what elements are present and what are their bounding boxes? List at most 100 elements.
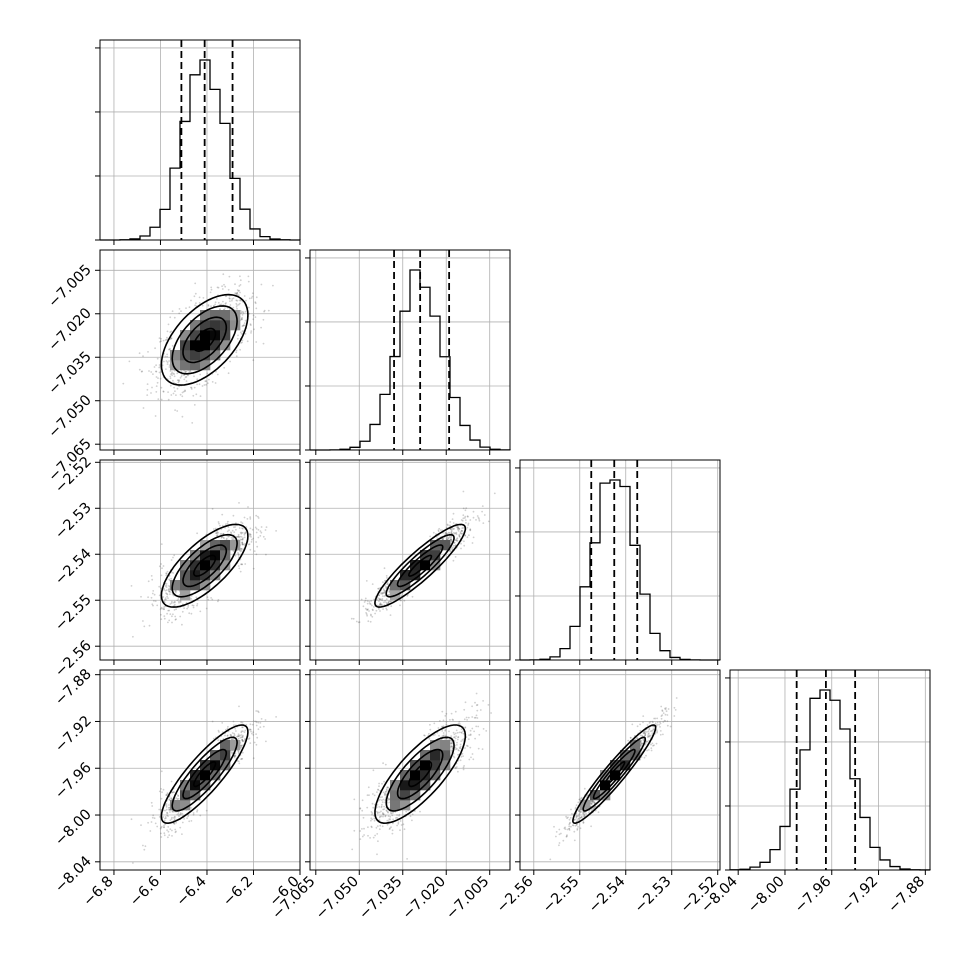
scatter-point [364,599,367,602]
y-tick-label: −7.050 [46,392,95,441]
scatter-point [388,818,391,820]
scatter-point [205,607,208,610]
density-cell [190,360,201,371]
scatter-point [231,538,234,540]
scatter-point [478,519,481,522]
scatter-point [241,538,244,541]
scatter-point [359,838,362,840]
scatter-point [564,828,567,830]
scatter-point [464,515,467,518]
scatter-point [238,285,241,287]
scatter-point [216,534,219,536]
scatter-point [168,578,171,581]
scatter-point [653,717,655,720]
scatter-point [257,517,260,519]
scatter-point [469,529,472,532]
scatter-point [476,709,479,712]
scatter-point [227,526,230,528]
scatter-point [130,585,133,587]
scatter-point [217,531,220,534]
scatter-point [249,518,252,520]
scatter-point [227,372,230,375]
scatter-point [558,833,561,836]
scatter-point [154,415,157,417]
scatter-point [233,755,236,758]
scatter-point [241,739,244,742]
scatter-point [242,726,244,729]
scatter-point [457,770,459,773]
scatter-point [392,812,394,814]
scatter-point [179,826,182,829]
y-tick-label: −7.92 [52,713,95,756]
scatter-point [647,735,649,737]
scatter-point [456,539,459,542]
scatter-point [241,541,244,544]
scatter-point [244,532,247,535]
scatter-point [378,600,380,602]
scatter-point [368,610,370,612]
scatter-point [381,592,384,595]
scatter-point [575,804,578,807]
scatter-point [177,379,180,382]
scatter-point [233,734,236,736]
density-cell [410,570,421,581]
scatter-point [241,739,244,742]
density-cell [430,770,441,781]
scatter-point [574,818,577,821]
scatter-point [378,782,380,785]
scatter-point [159,341,161,343]
scatter-point [184,376,187,379]
scatter-point [456,744,458,746]
scatter-point [580,810,582,813]
scatter-point [396,824,398,827]
scatter-point [447,524,449,527]
scatter-point [168,834,171,836]
scatter-point [179,376,182,379]
contour-line [603,761,626,788]
scatter-point [482,522,485,524]
density-cell [190,320,201,331]
scatter-point [390,826,392,829]
scatter-point [239,535,242,538]
scatter-point [368,601,371,603]
scatter-point [568,827,571,830]
scatter-point [370,811,373,813]
scatter-point [478,733,481,736]
scatter-point [570,825,572,828]
scatter-point [464,509,467,512]
scatter-point [172,379,174,382]
scatter-point [466,526,469,529]
scatter-point [214,527,217,530]
scatter-point [178,815,180,817]
scatter-point [577,810,580,812]
x-tick-label: −2.53 [632,874,675,917]
scatter-point [230,734,233,737]
density-cell [220,320,231,331]
scatter-point [386,801,389,804]
scatter-point [221,285,224,288]
scatter-point [580,816,583,819]
scatter-point [247,275,250,278]
scatter-point [454,544,457,546]
scatter-point [196,810,198,813]
contour-line [396,544,444,588]
scatter-point [242,527,244,530]
scatter-point [593,806,595,809]
scatter-point [648,722,651,724]
scatter-point [146,383,149,385]
scatter-point [171,810,174,813]
scatter-point [170,780,173,783]
scatter-point [237,750,240,753]
scatter-point [169,591,172,593]
scatter-point [459,723,461,725]
scatter-point [568,829,571,831]
scatter-point [234,755,237,757]
scatter-point [192,604,195,607]
scatter-point [462,755,464,757]
scatter-point [444,532,447,534]
scatter-point [191,422,194,424]
scatter-point [160,340,163,343]
scatter-point [241,339,244,342]
scatter-point [437,530,440,533]
scatter-point [216,298,218,300]
